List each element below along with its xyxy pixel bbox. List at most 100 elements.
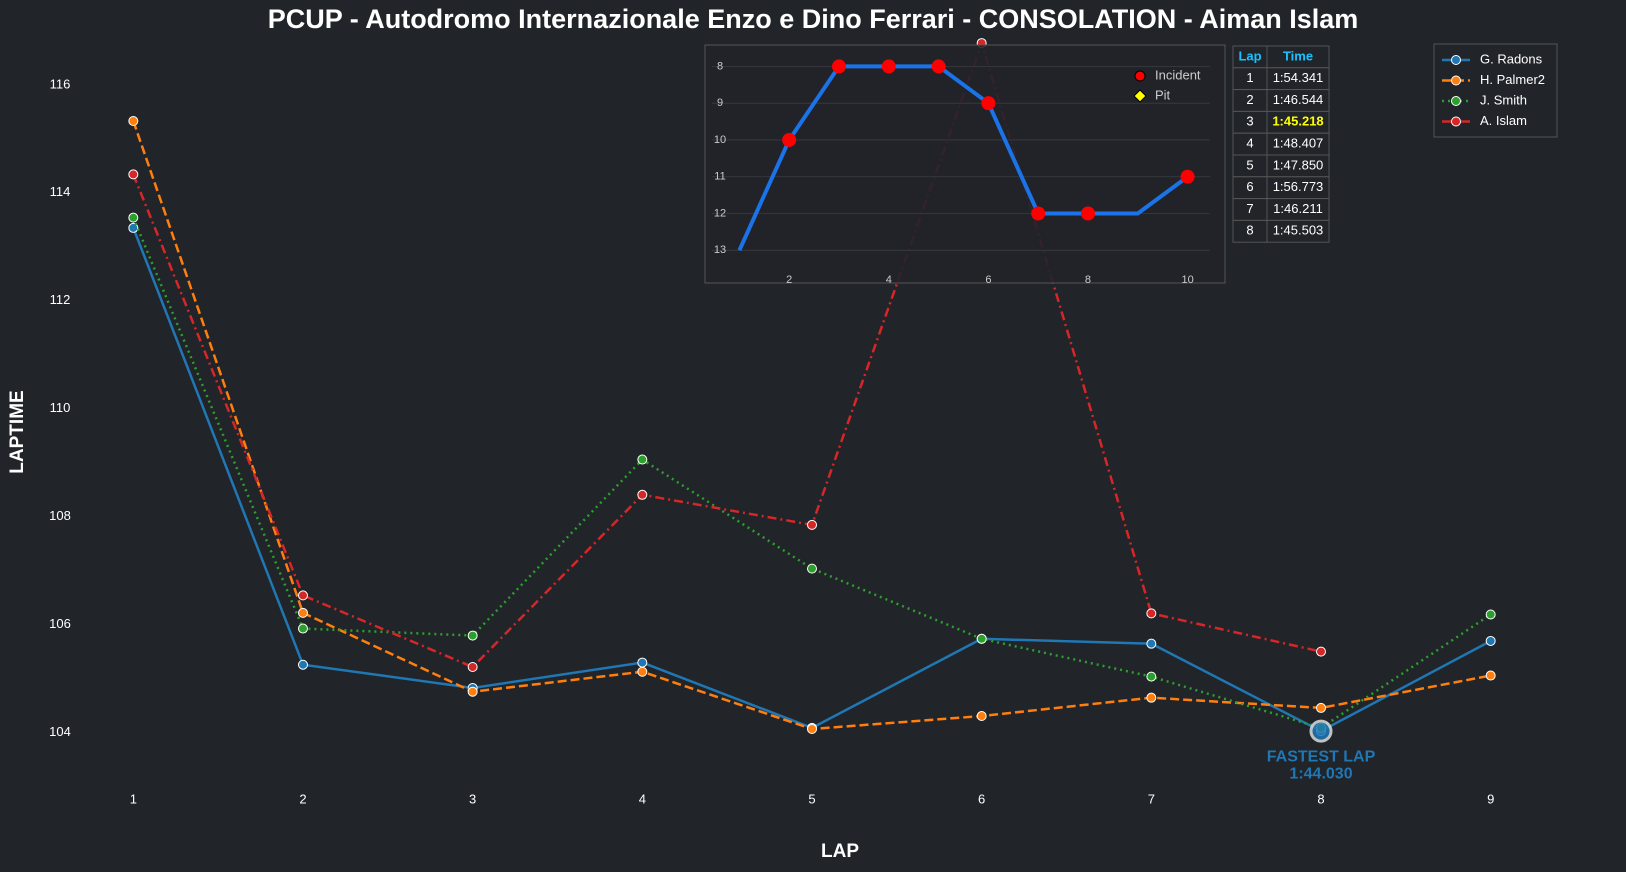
chart-title: PCUP - Autodromo Internazionale Enzo e D… bbox=[268, 4, 1359, 34]
inset-legend-label: Incident bbox=[1155, 67, 1201, 82]
y-tick-label: 104 bbox=[49, 724, 71, 739]
inset-legend-marker bbox=[1134, 70, 1146, 82]
data-point bbox=[637, 489, 648, 500]
legend-label: G. Radons bbox=[1480, 51, 1543, 66]
data-point bbox=[976, 711, 987, 722]
data-point bbox=[128, 169, 139, 180]
series-line bbox=[132, 227, 1492, 733]
y-tick-label: 110 bbox=[50, 400, 71, 415]
legend-marker bbox=[1451, 75, 1461, 86]
legend-marker bbox=[1451, 116, 1461, 127]
incident-marker bbox=[981, 96, 996, 111]
data-point bbox=[637, 454, 648, 465]
data-point bbox=[976, 633, 987, 644]
y-tick-label: 112 bbox=[50, 292, 71, 307]
table-cell-text: 1:47.850 bbox=[1273, 157, 1324, 172]
data-point bbox=[297, 659, 308, 670]
data-point bbox=[1146, 671, 1157, 682]
x-tick-label: 6 bbox=[978, 791, 985, 806]
inset-frame bbox=[704, 44, 1226, 284]
inset-y-tick-label: 13 bbox=[714, 244, 726, 256]
data-point bbox=[297, 607, 308, 618]
data-point bbox=[1485, 635, 1496, 646]
x-tick-label: 9 bbox=[1487, 791, 1494, 806]
series-line bbox=[132, 39, 1322, 669]
data-point bbox=[128, 212, 139, 223]
data-point bbox=[1485, 670, 1496, 681]
table-cell-text: 1:48.407 bbox=[1273, 136, 1324, 151]
data-point bbox=[467, 661, 478, 672]
data-point bbox=[1146, 608, 1157, 619]
incident-marker bbox=[1080, 206, 1095, 221]
inset-x-tick-label: 6 bbox=[985, 274, 991, 286]
table-header: Time bbox=[1283, 48, 1313, 63]
table-cell-text: 4 bbox=[1246, 136, 1253, 151]
table-cell-text: 6 bbox=[1246, 179, 1253, 194]
incident-marker bbox=[1031, 206, 1046, 221]
data-point bbox=[1146, 692, 1157, 703]
x-tick-label: 8 bbox=[1317, 791, 1324, 806]
data-point bbox=[128, 222, 139, 233]
inset-x-tick-label: 4 bbox=[886, 274, 892, 286]
inset-x-tick-label: 8 bbox=[1085, 274, 1091, 286]
legend-marker bbox=[1451, 96, 1461, 106]
x-tick-label: 1 bbox=[130, 791, 137, 806]
data-point bbox=[1316, 646, 1327, 657]
legend-marker bbox=[1451, 55, 1461, 65]
data-point bbox=[1146, 638, 1157, 649]
data-point bbox=[1316, 702, 1327, 713]
x-axis-label: LAP bbox=[821, 841, 859, 862]
x-tick-label: 3 bbox=[469, 791, 476, 806]
annotation-value: 1:44.030 bbox=[1289, 765, 1352, 782]
legend-label: J. Smith bbox=[1480, 92, 1527, 107]
table-cell-text: 7 bbox=[1246, 201, 1253, 216]
data-point bbox=[467, 630, 478, 641]
inset-y-tick-label: 10 bbox=[714, 134, 726, 146]
inset-legend-marker bbox=[1133, 89, 1147, 103]
data-point bbox=[637, 666, 648, 677]
fastest-lap-marker bbox=[1309, 719, 1333, 743]
x-tick-label: 5 bbox=[808, 791, 815, 806]
data-point bbox=[807, 519, 817, 530]
data-point bbox=[467, 686, 478, 697]
y-axis-label: LAPTIME bbox=[7, 390, 28, 473]
incident-marker bbox=[931, 59, 946, 74]
legend-label: A. Islam bbox=[1480, 113, 1527, 128]
data-point bbox=[297, 590, 308, 601]
y-tick-label: 106 bbox=[49, 616, 71, 631]
table-cell-text: 8 bbox=[1246, 223, 1253, 238]
table-cell-text: 1:54.341 bbox=[1273, 70, 1324, 85]
data-point bbox=[807, 723, 817, 734]
data-point bbox=[637, 657, 648, 668]
x-tick-label: 2 bbox=[299, 791, 306, 806]
data-point bbox=[1485, 609, 1496, 620]
table-cell-text: 5 bbox=[1246, 157, 1253, 172]
table-cell-text: 1:45.218 bbox=[1272, 114, 1323, 129]
table-cell-text: 1:45.503 bbox=[1273, 223, 1324, 238]
annotation-text: FASTEST LAP bbox=[1267, 748, 1376, 765]
table-cell-text: 3 bbox=[1246, 114, 1253, 129]
inset-y-tick-label: 8 bbox=[717, 60, 723, 72]
series-line bbox=[132, 217, 1492, 730]
x-tick-label: 4 bbox=[639, 791, 646, 806]
inset-x-tick-label: 2 bbox=[786, 274, 792, 286]
inset-legend-label: Pit bbox=[1155, 87, 1171, 102]
table-cell-text: 1 bbox=[1246, 70, 1253, 85]
legend-label: H. Palmer2 bbox=[1480, 72, 1545, 87]
position-line bbox=[737, 64, 1189, 252]
inset-y-tick-label: 12 bbox=[714, 207, 726, 219]
x-tick-label: 7 bbox=[1148, 791, 1155, 806]
table-cell-text: 2 bbox=[1246, 92, 1253, 107]
table-cell bbox=[1266, 219, 1330, 243]
table-cell-text: 1:46.544 bbox=[1273, 92, 1324, 107]
data-point bbox=[297, 623, 308, 634]
table-cell-text: 1:56.773 bbox=[1273, 179, 1324, 194]
incident-marker bbox=[831, 59, 846, 74]
inset-x-tick-label: 10 bbox=[1181, 274, 1193, 286]
table-header: Lap bbox=[1238, 48, 1261, 63]
y-tick-label: 116 bbox=[50, 76, 71, 91]
data-point bbox=[128, 115, 139, 126]
data-point bbox=[807, 563, 817, 574]
